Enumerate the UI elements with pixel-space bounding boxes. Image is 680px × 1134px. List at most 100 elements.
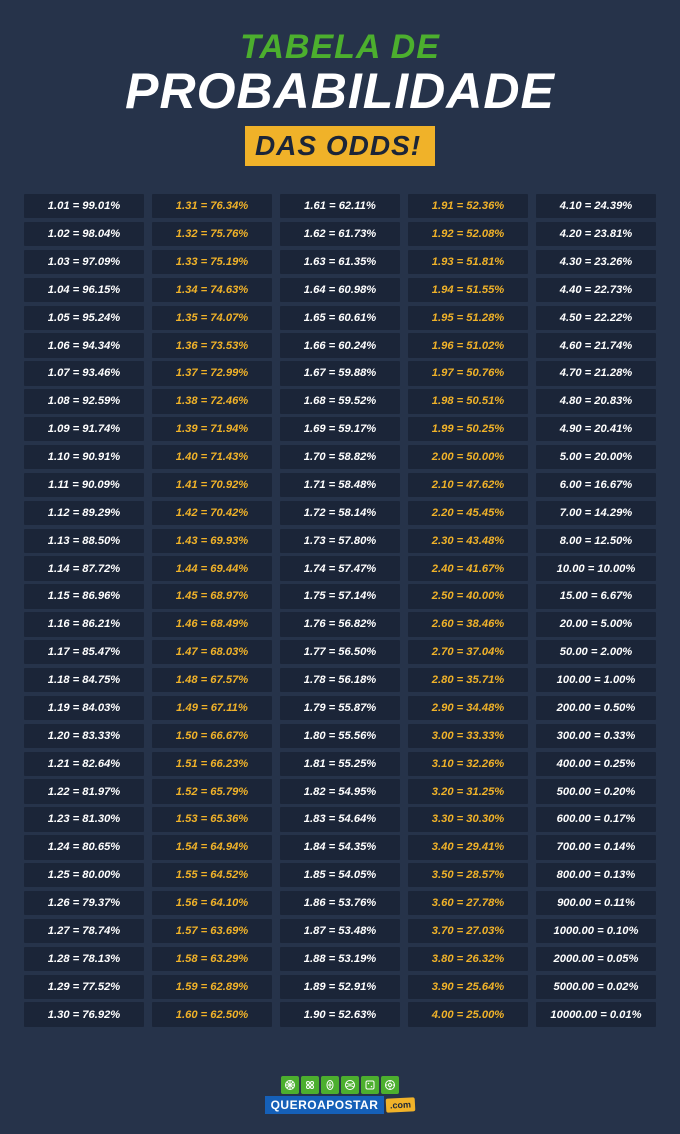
table-cell: 3.60 = 27.78% [408, 891, 528, 915]
table-cell: 1.64 = 60.98% [280, 278, 400, 302]
table-cell: 2.30 = 43.48% [408, 529, 528, 553]
table-cell: 1.12 = 89.29% [24, 501, 144, 525]
table-cell: 1.98 = 50.51% [408, 389, 528, 413]
table-cell: 1.11 = 90.09% [24, 473, 144, 497]
brand-badge: QUEROAPOSTAR .com [265, 1076, 416, 1114]
table-cell: 1.85 = 54.05% [280, 863, 400, 887]
table-cell: 1.41 = 70.92% [152, 473, 272, 497]
table-cell: 1.15 = 86.96% [24, 584, 144, 608]
table-cell: 1.66 = 60.24% [280, 333, 400, 357]
table-cell: 1.46 = 68.49% [152, 612, 272, 636]
table-cell: 1.78 = 56.18% [280, 668, 400, 692]
table-cell: 1.17 = 85.47% [24, 640, 144, 664]
table-cell: 4.50 = 22.22% [536, 306, 656, 330]
table-cell: 1.51 = 66.23% [152, 752, 272, 776]
table-cell: 1.67 = 59.88% [280, 361, 400, 385]
table-cell: 1.10 = 90.91% [24, 445, 144, 469]
table-cell: 2.00 = 50.00% [408, 445, 528, 469]
table-cell: 2.10 = 47.62% [408, 473, 528, 497]
table-cell: 1.50 = 66.67% [152, 724, 272, 748]
table-cell: 3.50 = 28.57% [408, 863, 528, 887]
football-icon [321, 1076, 339, 1094]
table-cell: 1.28 = 78.13% [24, 947, 144, 971]
table-cell: 1.87 = 53.48% [280, 919, 400, 943]
table-cell: 4.40 = 22.73% [536, 278, 656, 302]
table-cell: 1.32 = 75.76% [152, 222, 272, 246]
table-cell: 1.13 = 88.50% [24, 529, 144, 553]
table-cell: 4.20 = 23.81% [536, 222, 656, 246]
table-cell: 1.05 = 95.24% [24, 306, 144, 330]
soccer-icon [281, 1076, 299, 1094]
table-cell: 600.00 = 0.17% [536, 807, 656, 831]
table-cell: 1.19 = 84.03% [24, 696, 144, 720]
table-cell: 1.73 = 57.80% [280, 529, 400, 553]
table-cell: 1.31 = 76.34% [152, 194, 272, 218]
table-cell: 1.63 = 61.35% [280, 250, 400, 274]
table-cell: 700.00 = 0.14% [536, 835, 656, 859]
table-cell: 1.07 = 93.46% [24, 361, 144, 385]
table-cell: 1.14 = 87.72% [24, 556, 144, 580]
table-cell: 3.20 = 31.25% [408, 779, 528, 803]
table-cell: 2.20 = 45.45% [408, 501, 528, 525]
table-cell: 1.89 = 52.91% [280, 975, 400, 999]
table-cell: 3.00 = 33.33% [408, 724, 528, 748]
table-cell: 1.86 = 53.76% [280, 891, 400, 915]
table-column: 1.91 = 52.36%1.92 = 52.08%1.93 = 51.81%1… [408, 194, 528, 1058]
table-cell: 1.58 = 63.29% [152, 947, 272, 971]
table-cell: 15.00 = 6.67% [536, 584, 656, 608]
brand-icon-row [265, 1076, 416, 1094]
table-cell: 1.18 = 84.75% [24, 668, 144, 692]
table-cell: 4.10 = 24.39% [536, 194, 656, 218]
table-cell: 3.10 = 32.26% [408, 752, 528, 776]
table-cell: 1.95 = 51.28% [408, 306, 528, 330]
table-cell: 1.37 = 72.99% [152, 361, 272, 385]
table-cell: 1.70 = 58.82% [280, 445, 400, 469]
table-cell: 4.70 = 21.28% [536, 361, 656, 385]
table-cell: 50.00 = 2.00% [536, 640, 656, 664]
table-cell: 1.61 = 62.11% [280, 194, 400, 218]
table-cell: 1.60 = 62.50% [152, 1002, 272, 1026]
table-cell: 3.30 = 30.30% [408, 807, 528, 831]
table-cell: 1.09 = 91.74% [24, 417, 144, 441]
table-cell: 1.75 = 57.14% [280, 584, 400, 608]
table-cell: 1.30 = 76.92% [24, 1002, 144, 1026]
table-cell: 2.70 = 37.04% [408, 640, 528, 664]
table-cell: 1.45 = 68.97% [152, 584, 272, 608]
table-cell: 5.00 = 20.00% [536, 445, 656, 469]
table-cell: 300.00 = 0.33% [536, 724, 656, 748]
table-cell: 1.26 = 79.37% [24, 891, 144, 915]
title-block: TABELA DE PROBABILIDADE DAS ODDS! [24, 30, 656, 166]
table-cell: 1.71 = 58.48% [280, 473, 400, 497]
table-cell: 100.00 = 1.00% [536, 668, 656, 692]
table-cell: 1.62 = 61.73% [280, 222, 400, 246]
table-cell: 4.60 = 21.74% [536, 333, 656, 357]
table-cell: 1.92 = 52.08% [408, 222, 528, 246]
table-cell: 900.00 = 0.11% [536, 891, 656, 915]
table-cell: 1.82 = 54.95% [280, 779, 400, 803]
table-cell: 1.25 = 80.00% [24, 863, 144, 887]
table-cell: 1.35 = 74.07% [152, 306, 272, 330]
table-cell: 4.90 = 20.41% [536, 417, 656, 441]
table-cell: 1.22 = 81.97% [24, 779, 144, 803]
table-cell: 400.00 = 0.25% [536, 752, 656, 776]
brand-name: QUEROAPOSTAR [265, 1096, 385, 1114]
table-cell: 2.50 = 40.00% [408, 584, 528, 608]
table-cell: 2.60 = 38.46% [408, 612, 528, 636]
title-line-2: PROBABILIDADE [24, 66, 656, 116]
table-column: 1.31 = 76.34%1.32 = 75.76%1.33 = 75.19%1… [152, 194, 272, 1058]
table-cell: 1.49 = 67.11% [152, 696, 272, 720]
table-cell: 1.42 = 70.42% [152, 501, 272, 525]
table-cell: 1.08 = 92.59% [24, 389, 144, 413]
table-cell: 2.80 = 35.71% [408, 668, 528, 692]
table-cell: 1.65 = 60.61% [280, 306, 400, 330]
table-cell: 1.40 = 71.43% [152, 445, 272, 469]
table-cell: 4.80 = 20.83% [536, 389, 656, 413]
table-cell: 1.02 = 98.04% [24, 222, 144, 246]
table-cell: 1.23 = 81.30% [24, 807, 144, 831]
table-cell: 1.96 = 51.02% [408, 333, 528, 357]
brand-suffix: .com [386, 1097, 416, 1112]
table-cell: 2.40 = 41.67% [408, 556, 528, 580]
table-cell: 1.44 = 69.44% [152, 556, 272, 580]
table-cell: 1.24 = 80.65% [24, 835, 144, 859]
table-cell: 1.90 = 52.63% [280, 1002, 400, 1026]
